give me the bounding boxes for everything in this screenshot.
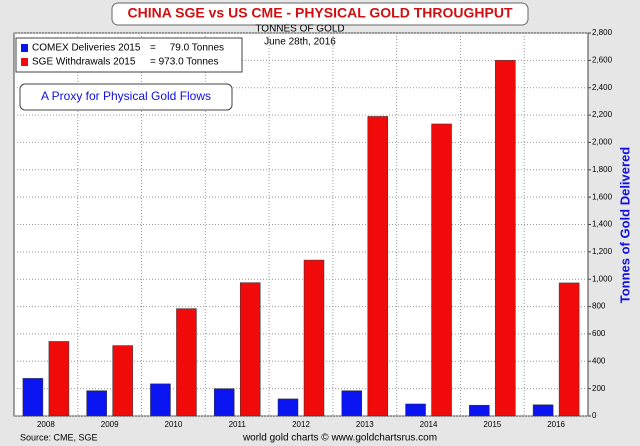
bar [176, 308, 197, 417]
legend-swatch [21, 58, 28, 66]
bar [405, 403, 426, 417]
x-tick-label: 2014 [420, 420, 438, 429]
legend-label: COMEX Deliveries 2015 [32, 43, 141, 54]
bar [48, 341, 70, 417]
bar [558, 282, 580, 417]
x-tick-label: 2016 [547, 420, 565, 429]
legend-swatch [21, 44, 28, 52]
bar [150, 383, 171, 417]
y-tick-label: 0 [592, 411, 597, 420]
x-tick-label: 2009 [101, 420, 119, 429]
bar [303, 259, 325, 417]
y-tick-label: 2,200 [592, 110, 613, 119]
bar [367, 116, 389, 417]
bar [469, 404, 490, 417]
y-tick-label: 800 [592, 302, 606, 311]
subtitle: TONNES OF GOLD [255, 24, 344, 35]
footer: world gold charts © www.goldchartsrus.co… [242, 433, 437, 444]
x-tick-label: 2015 [483, 420, 501, 429]
y-tick-label: 200 [592, 384, 606, 393]
y-tick-label: 2,800 [592, 28, 613, 37]
bar [112, 345, 133, 417]
x-tick-label: 2012 [292, 420, 310, 429]
y-axis-label: Tonnes of Gold Delivered [617, 147, 632, 304]
y-tick-label: 400 [592, 356, 606, 365]
legend-label: SGE Withdrawals 2015 [32, 57, 136, 68]
bars [22, 60, 580, 417]
bar [495, 60, 516, 417]
legend-value: = 79.0 Tonnes [150, 43, 224, 54]
y-tick-label: 600 [592, 329, 606, 338]
bar [86, 390, 107, 417]
bar [239, 282, 261, 417]
bar [213, 388, 235, 417]
chart-title: CHINA SGE vs US CME - PHYSICAL GOLD THRO… [127, 5, 512, 21]
y-tick-label: 1,800 [592, 165, 613, 174]
title-box [111, 2, 529, 26]
y-tick-label: 1,400 [592, 220, 613, 229]
annotation-box [19, 83, 233, 111]
y-tick-label: 1,200 [592, 247, 613, 256]
legend [15, 37, 243, 73]
x-tick-label: 2011 [229, 420, 247, 429]
y-tick-label: 1,000 [592, 274, 613, 283]
annotation: A Proxy for Physical Gold Flows [41, 89, 211, 103]
y-tick-label: 2,600 [592, 55, 613, 64]
bar [532, 404, 554, 417]
bar [22, 378, 44, 417]
bar [341, 390, 363, 417]
y-tick-label: 2,400 [592, 83, 613, 92]
y-tick-label: 2,000 [592, 138, 613, 147]
x-tick-label: 2010 [165, 420, 183, 429]
bar [277, 398, 299, 417]
legend-value: = 973.0 Tonnes [150, 57, 219, 68]
source: Source: CME, SGE [20, 432, 98, 442]
y-tick-label: 1,600 [592, 192, 613, 201]
date: June 28th, 2016 [264, 37, 336, 48]
bar [431, 123, 452, 417]
x-tick-label: 2013 [356, 420, 374, 429]
x-tick-label: 2008 [37, 420, 55, 429]
